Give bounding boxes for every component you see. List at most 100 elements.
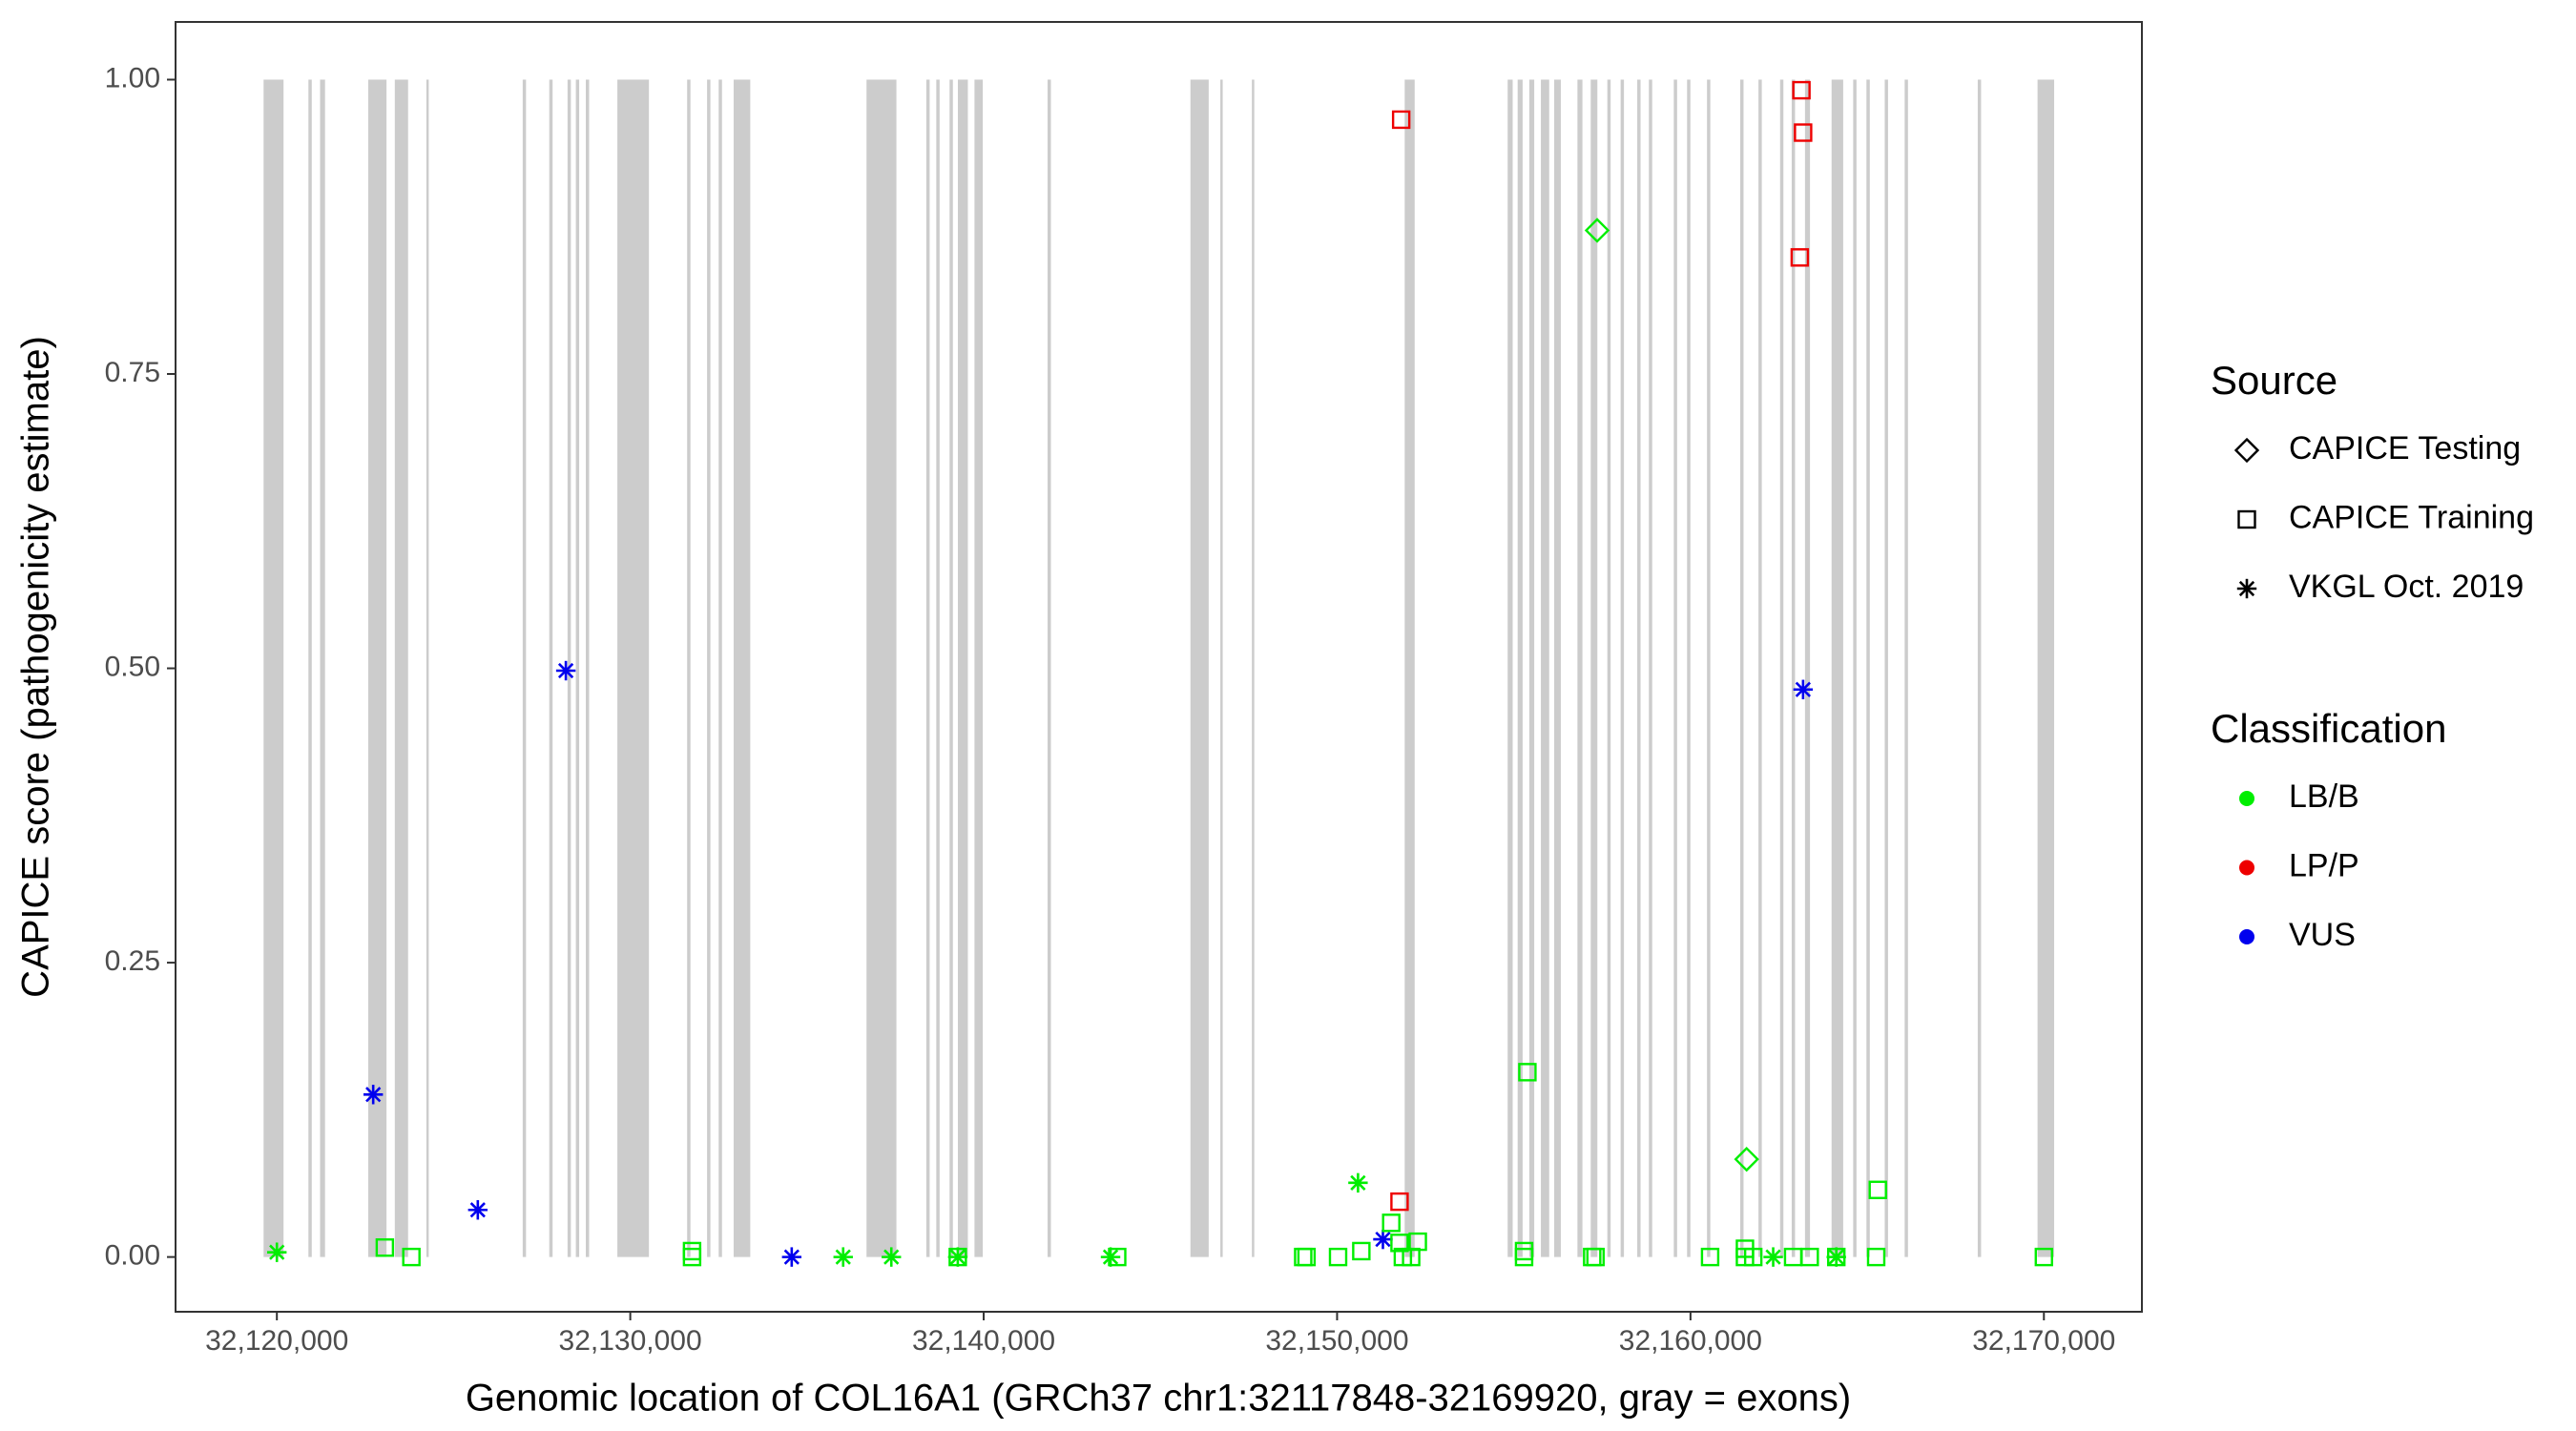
x-tick-label: 32,130,000 <box>559 1325 702 1357</box>
exon-band <box>263 79 284 1257</box>
x-tick-label: 32,160,000 <box>1619 1325 1762 1357</box>
x-axis-title: Genomic location of COL16A1 (GRCh37 chr1… <box>466 1378 1851 1420</box>
marker-square <box>2237 509 2256 529</box>
point <box>1100 1247 1121 1267</box>
exon-band <box>586 79 590 1257</box>
point <box>1584 218 1610 243</box>
marker-stroke <box>1350 1174 1366 1191</box>
point <box>1391 110 1411 130</box>
point <box>266 1242 287 1262</box>
point <box>1586 1247 1605 1267</box>
marker-square <box>1827 1247 1846 1267</box>
exon-band <box>1637 79 1641 1257</box>
point <box>1734 1147 1759 1172</box>
exon-band <box>1739 79 1744 1257</box>
marker-stroke <box>783 1249 800 1265</box>
point <box>781 1247 802 1267</box>
marker-square <box>1297 1247 1317 1267</box>
point <box>375 1238 395 1257</box>
point <box>882 1247 902 1267</box>
point <box>1826 1247 1846 1267</box>
point <box>1866 1247 1886 1267</box>
exon-band <box>936 79 940 1257</box>
x-tick-label: 32,150,000 <box>1265 1325 1408 1357</box>
point <box>1390 1234 1409 1253</box>
point <box>1790 248 1810 267</box>
exon-band <box>1673 79 1677 1257</box>
marker-diamond <box>1584 218 1610 243</box>
marker-diamond <box>1734 1147 1759 1172</box>
legend-entry: LP/P <box>2289 847 2359 883</box>
exon-band <box>1866 79 1870 1257</box>
exon-band <box>1853 79 1857 1257</box>
point <box>1352 1241 1371 1261</box>
point <box>947 1247 968 1267</box>
point <box>1381 1213 1401 1233</box>
marker-square <box>1328 1247 1348 1267</box>
marker-stroke <box>557 662 574 679</box>
legend-key <box>2239 860 2254 876</box>
exon-band <box>1791 79 1796 1257</box>
exon-band <box>1649 79 1652 1257</box>
exon-band <box>1590 79 1598 1257</box>
plot-border <box>175 21 2143 1313</box>
point <box>467 1200 488 1220</box>
marker-stroke <box>883 1249 900 1265</box>
point <box>1514 1247 1534 1267</box>
exon-band <box>1541 79 1549 1257</box>
exon-band <box>866 79 897 1257</box>
exon-band <box>687 79 691 1257</box>
point <box>682 1247 702 1267</box>
marker-stroke <box>1102 1249 1119 1265</box>
exon-band <box>1687 79 1691 1257</box>
exon-band <box>1252 79 1255 1257</box>
marker-square <box>402 1247 421 1267</box>
y-tick-label: 0.00 <box>105 1240 160 1272</box>
marker-square <box>1352 1241 1371 1261</box>
exon-band <box>1517 79 1523 1257</box>
exon-band <box>707 79 711 1257</box>
marker-stroke <box>949 1249 966 1265</box>
marker-square <box>1868 1180 1887 1199</box>
exon-band <box>1904 79 1908 1257</box>
marker-square <box>1514 1247 1534 1267</box>
exon-band <box>1404 79 1415 1257</box>
marker-stroke <box>835 1249 851 1265</box>
point <box>1390 1192 1409 1212</box>
legend-entry: CAPICE Training <box>2289 499 2534 535</box>
marker-square <box>1390 1234 1409 1253</box>
exon-band <box>522 79 527 1257</box>
point <box>1794 123 1813 142</box>
exon-band <box>320 79 325 1257</box>
point <box>1297 1247 1317 1267</box>
x-tick-label: 32,170,000 <box>1972 1325 2115 1357</box>
marker-square <box>1518 1063 1537 1082</box>
marker-diamond <box>2233 437 2260 464</box>
exon-band <box>1831 79 1843 1257</box>
point <box>1827 1247 1846 1267</box>
marker-square <box>1790 248 1810 267</box>
legend-title: Source <box>2211 358 2337 403</box>
exon-band <box>1577 79 1583 1257</box>
exon-band <box>1758 79 1762 1257</box>
exon-band <box>549 79 553 1257</box>
exon-band <box>1884 79 1888 1257</box>
marker-square <box>1381 1213 1401 1233</box>
marker-stroke <box>1795 681 1812 697</box>
exon-band <box>974 79 984 1257</box>
point <box>1408 1232 1427 1252</box>
legend-key <box>2239 929 2254 944</box>
point <box>1793 679 1814 699</box>
legend-entry: LB/B <box>2289 778 2359 815</box>
marker-square <box>1800 1247 1819 1267</box>
point <box>1518 1063 1537 1082</box>
exon-band <box>308 79 312 1257</box>
exon-band <box>575 79 580 1257</box>
marker-square <box>1794 123 1813 142</box>
legend-key <box>2237 509 2256 529</box>
legend-title: Classification <box>2211 706 2446 751</box>
exon-band <box>394 79 408 1257</box>
legend-key <box>2239 791 2254 806</box>
